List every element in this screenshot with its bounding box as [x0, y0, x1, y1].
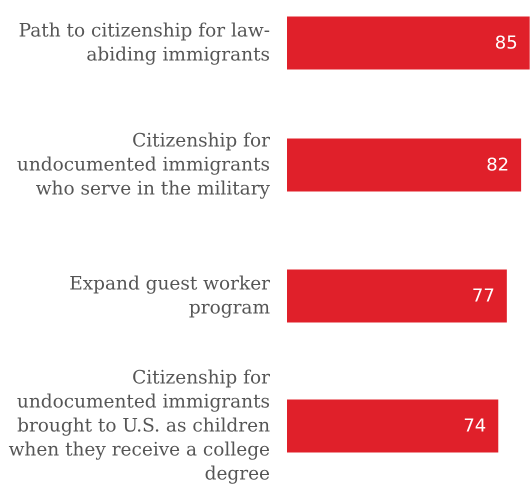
category-label-2-line-2: undocumented immigrants — [17, 155, 270, 176]
category-label-4-line-1: Citizenship for — [132, 368, 270, 389]
bar-2 — [287, 138, 522, 192]
bar-value-label-4: 74 — [463, 416, 486, 437]
category-label-1-line-1: Path to citizenship for law- — [19, 21, 270, 42]
category-label-3-line-2: program — [189, 298, 271, 319]
category-label-2-line-1: Citizenship for — [132, 131, 270, 152]
category-label-3-line-1: Expand guest worker — [69, 274, 270, 295]
category-label-4-line-4: when they receive a college — [9, 440, 270, 461]
category-label-4-line-3: brought to U.S. as children — [17, 416, 270, 437]
bar-3 — [287, 269, 507, 323]
bar-value-label-1: 85 — [495, 33, 518, 54]
category-label-4-line-5: degree — [205, 464, 270, 485]
bar-value-label-2: 82 — [486, 155, 509, 176]
bar-value-label-3: 77 — [472, 286, 495, 307]
bar-1 — [287, 16, 530, 70]
category-label-1-line-2: abiding immigrants — [86, 45, 270, 66]
category-label-4-line-2: undocumented immigrants — [17, 392, 270, 413]
category-label-2-line-3: who serve in the military — [36, 179, 271, 200]
bar-4 — [287, 399, 499, 453]
